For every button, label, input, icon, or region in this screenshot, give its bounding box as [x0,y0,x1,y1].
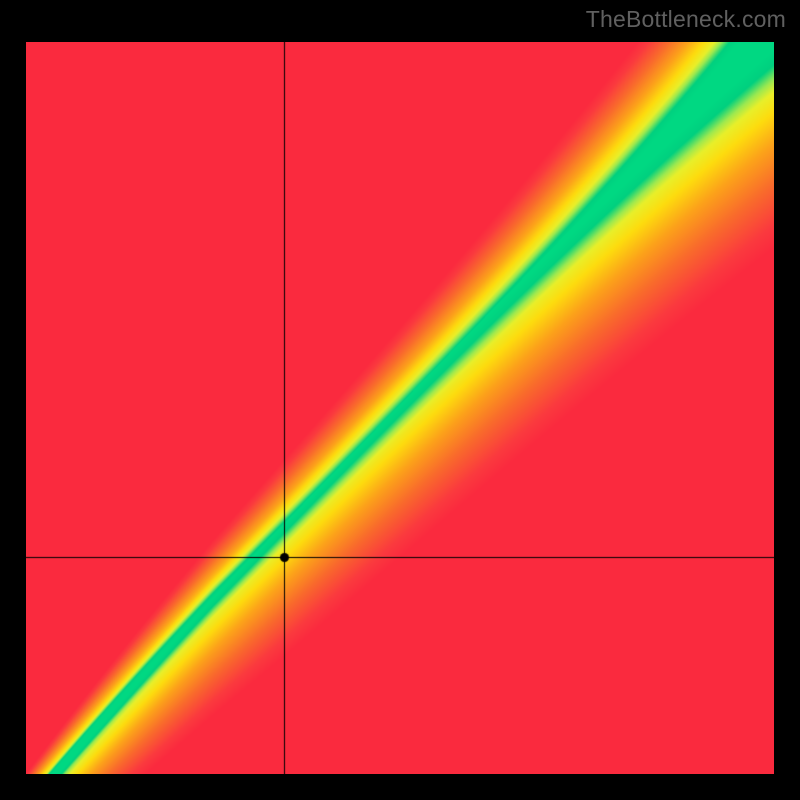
chart-container: TheBottleneck.com [0,0,800,800]
heatmap-canvas [26,42,774,774]
watermark-text: TheBottleneck.com [586,6,786,33]
heatmap-plot [26,42,774,774]
